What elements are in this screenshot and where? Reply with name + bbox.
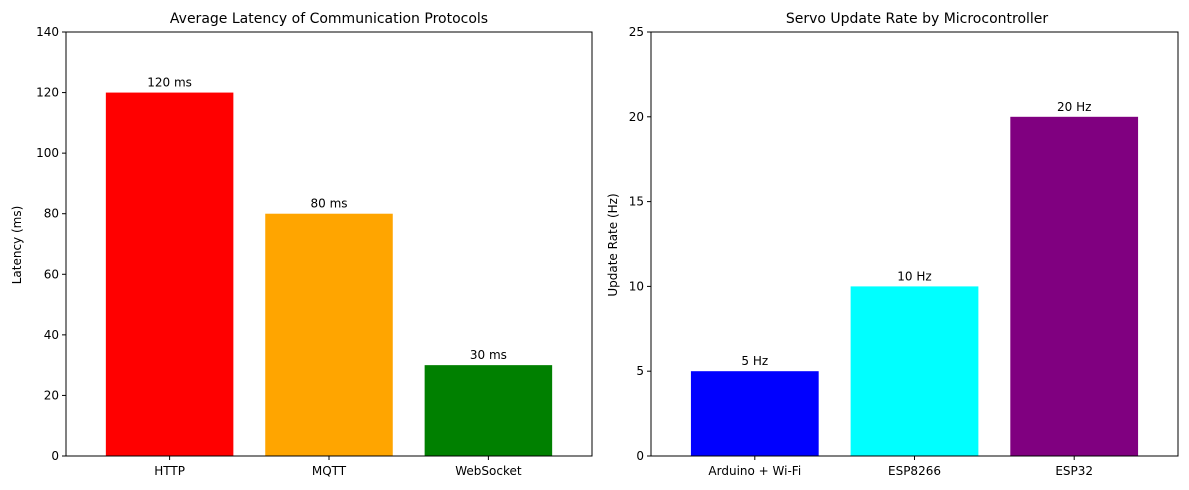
y-ticks-group: 0 20 40 60 80 100 120 140 <box>36 25 66 463</box>
y-axis-label: Latency (ms) <box>10 206 24 285</box>
y-tick-label: 0 <box>636 449 644 463</box>
bars-group <box>105 92 553 457</box>
plot-frame <box>650 31 1179 457</box>
data-label: 30 ms <box>470 348 507 362</box>
bar-mqtt <box>265 213 393 456</box>
x-tick-label: HTTP <box>154 464 185 478</box>
bar-arduino-wi-fi <box>690 371 819 456</box>
y-tick-label: 25 <box>629 25 644 39</box>
y-tick-label: 15 <box>629 195 644 209</box>
data-label: 120 ms <box>147 76 192 90</box>
bar-websocket <box>424 365 553 456</box>
y-tick-label: 40 <box>44 328 59 342</box>
data-labels-group: 5 Hz 10 Hz 20 Hz <box>741 100 1091 368</box>
latency-chart: Average Latency of Communication Protoco… <box>10 11 593 478</box>
bar-esp8266 <box>850 286 979 456</box>
x-tick-label: WebSocket <box>455 464 522 478</box>
x-ticks-group: HTTP MQTT WebSocket <box>154 456 522 478</box>
x-tick-label: ESP32 <box>1055 464 1093 478</box>
bar-esp32 <box>1010 116 1139 457</box>
y-tick-label: 20 <box>629 110 644 124</box>
bar-http <box>105 92 234 457</box>
chart-title: Average Latency of Communication Protoco… <box>170 11 488 27</box>
x-tick-label: MQTT <box>312 464 347 478</box>
y-ticks-group: 0 5 10 15 20 25 <box>629 25 651 463</box>
y-axis-label: Update Rate (Hz) <box>606 193 620 296</box>
bars-group <box>690 116 1139 457</box>
y-tick-label: 100 <box>36 146 59 160</box>
y-tick-label: 120 <box>36 86 59 100</box>
x-ticks-group: Arduino + Wi-Fi ESP8266 ESP32 <box>708 456 1093 478</box>
y-tick-label: 10 <box>629 279 644 293</box>
y-tick-label: 80 <box>44 207 59 221</box>
data-label: 10 Hz <box>897 269 931 283</box>
plot-frame <box>65 31 593 457</box>
y-tick-label: 60 <box>44 267 59 281</box>
y-tick-label: 5 <box>636 364 644 378</box>
y-tick-label: 20 <box>44 388 59 402</box>
y-tick-label: 0 <box>51 449 59 463</box>
x-tick-label: ESP8266 <box>888 464 941 478</box>
data-label: 80 ms <box>310 197 347 211</box>
y-tick-label: 140 <box>36 25 59 39</box>
update-rate-chart: Servo Update Rate by Microcontroller Upd… <box>606 11 1179 478</box>
data-labels-group: 120 ms 80 ms 30 ms <box>147 76 507 363</box>
chart-title: Servo Update Rate by Microcontroller <box>786 11 1049 27</box>
data-label: 20 Hz <box>1057 100 1091 114</box>
data-label: 5 Hz <box>741 354 768 368</box>
x-tick-label: Arduino + Wi-Fi <box>708 464 801 478</box>
